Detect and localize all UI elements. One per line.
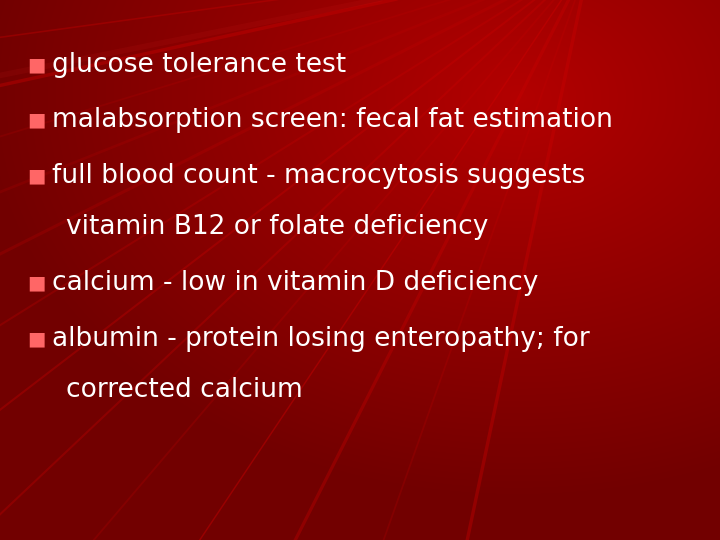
Text: ■: ■ bbox=[27, 111, 46, 130]
Text: ■: ■ bbox=[27, 166, 46, 186]
Text: ■: ■ bbox=[27, 329, 46, 348]
Text: corrected calcium: corrected calcium bbox=[66, 377, 303, 403]
Text: vitamin B12 or folate deficiency: vitamin B12 or folate deficiency bbox=[66, 214, 489, 240]
Text: albumin - protein losing enteropathy; for: albumin - protein losing enteropathy; fo… bbox=[52, 326, 590, 352]
Text: ■: ■ bbox=[27, 55, 46, 75]
Text: full blood count - macrocytosis suggests: full blood count - macrocytosis suggests bbox=[52, 163, 585, 189]
Text: glucose tolerance test: glucose tolerance test bbox=[52, 52, 346, 78]
Text: malabsorption screen: fecal fat estimation: malabsorption screen: fecal fat estimati… bbox=[52, 107, 613, 133]
Text: calcium - low in vitamin D deficiency: calcium - low in vitamin D deficiency bbox=[52, 270, 539, 296]
Text: ■: ■ bbox=[27, 273, 46, 293]
